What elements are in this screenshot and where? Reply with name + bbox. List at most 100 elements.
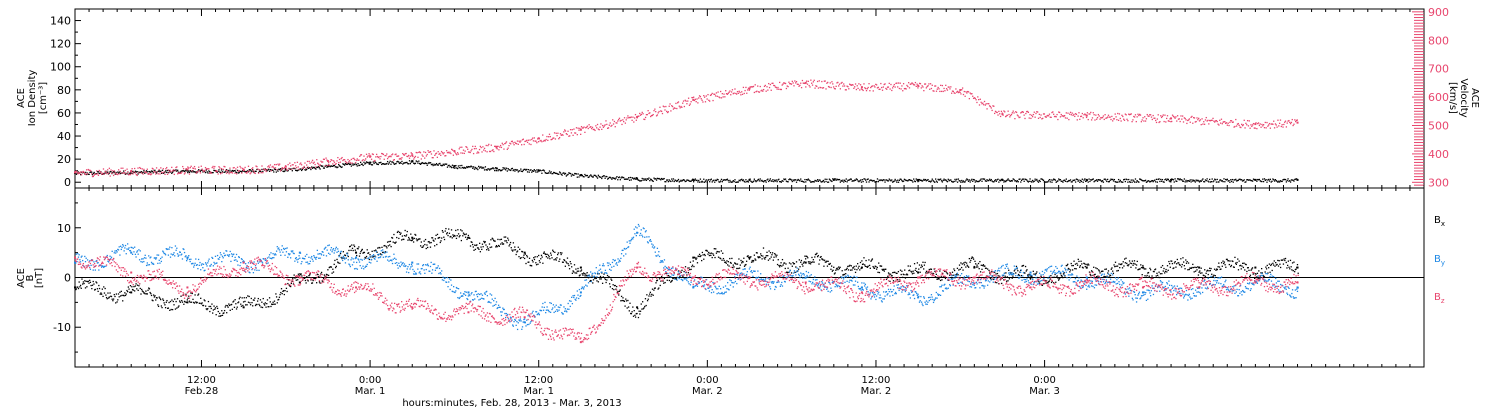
top-data-dot [729, 90, 731, 92]
bottom-data-dot [542, 262, 544, 264]
top-data-dot [1206, 178, 1208, 180]
top-data-dot [140, 171, 143, 173]
top-data-dot [113, 171, 116, 173]
bottom-data-dot [1142, 267, 1145, 269]
top-data-dot [485, 144, 487, 147]
top-data-dot [1168, 120, 1170, 122]
bottom-data-dot [1017, 270, 1019, 272]
top-data-dot [470, 165, 472, 167]
bottom-data-dot [984, 265, 986, 267]
bottom-data-dot [995, 273, 997, 275]
bottom-data-dot [656, 279, 659, 281]
bottom-data-dot [209, 310, 211, 313]
top-data-dot [428, 161, 430, 164]
top-data-dot [646, 113, 648, 116]
top-data-dot [1058, 111, 1061, 114]
top-data-dot [412, 160, 414, 162]
bottom-data-dot [614, 284, 616, 287]
top-data-point [804, 81, 807, 84]
bottom-data-dot [1164, 270, 1167, 273]
bottom-data-dot [444, 230, 446, 232]
top-data-dot [976, 101, 978, 104]
top-data-dot [1292, 124, 1294, 127]
top-data-dot [1090, 179, 1093, 181]
bottom-data-dot [598, 273, 600, 275]
bottom-data-dot [117, 248, 119, 251]
bottom-data-dot [969, 261, 971, 263]
bottom-data-dot [557, 252, 559, 254]
bottom-data-dot [968, 266, 970, 268]
bottom-data-dot [136, 284, 139, 286]
top-data-dot [477, 168, 479, 171]
top-data-dot [136, 174, 138, 177]
top-data-dot [166, 166, 168, 169]
top-data-dot [848, 83, 851, 85]
top-data-dot [268, 168, 270, 170]
top-data-dot [374, 161, 376, 163]
bottom-data-dot [538, 254, 540, 257]
bottom-data-dot [897, 278, 899, 281]
top-data-dot [598, 175, 600, 178]
top-data-dot [631, 119, 633, 121]
top-data-dot [1060, 113, 1062, 116]
top-data-dot [1234, 179, 1236, 181]
top-data-dot [1090, 111, 1092, 114]
top-data-dot [783, 178, 785, 180]
bottom-data-dot [549, 258, 551, 260]
bottom-data-dot [82, 265, 85, 267]
top-data-dot [1013, 178, 1015, 181]
bottom-data-dot [118, 296, 120, 298]
bottom-data-dot [86, 286, 88, 288]
top-data-dot [445, 163, 448, 165]
top-data-dot [531, 138, 533, 141]
top-data-dot [313, 161, 315, 163]
top-data-dot [1219, 179, 1221, 181]
bottom-data-dot [838, 267, 841, 270]
top-data-dot [1073, 179, 1075, 182]
top-data-dot [1133, 116, 1136, 118]
top-data-dot [1246, 179, 1249, 181]
bottom-data-dot [506, 241, 508, 244]
top-data-point [74, 171, 76, 174]
bottom-data-dot [667, 275, 669, 277]
bottom-data-dot [589, 280, 591, 282]
bottom-data-dot [97, 290, 99, 293]
top-data-dot [951, 181, 954, 183]
bottom-data-dot [398, 237, 400, 240]
bottom-data-dot [1090, 270, 1093, 272]
top-data-dot [1175, 116, 1177, 118]
top-data-dot [1239, 126, 1241, 128]
bottom-data-dot [1293, 261, 1295, 263]
bottom-data-dot [404, 229, 406, 232]
bottom-data-dot [597, 273, 599, 275]
top-data-dot [1114, 181, 1116, 183]
top-data-dot [605, 175, 607, 178]
top-data-dot [344, 163, 347, 165]
bottom-data-dot [246, 304, 248, 306]
top-data-dot [229, 167, 231, 169]
top-data-dot [179, 171, 181, 173]
top-left-ylabel-3: [cm⁻³] [38, 82, 49, 114]
top-data-dot [865, 89, 868, 92]
top-data-dot [644, 118, 646, 121]
bottom-data-dot [481, 248, 483, 251]
top-data-dot [881, 86, 883, 89]
bottom-data-dot [1092, 274, 1094, 277]
top-data-dot [922, 179, 924, 182]
top-data-dot [614, 178, 616, 180]
top-data-dot [549, 172, 551, 174]
bottom-data-dot [709, 252, 711, 255]
top-data-dot [888, 82, 890, 85]
bottom-data-dot [695, 258, 697, 261]
bottom-data-dot [1267, 272, 1269, 274]
top-data-dot [453, 150, 455, 152]
bottom-data-dot [611, 279, 613, 281]
bottom-data-dot [990, 278, 992, 280]
top-data-dot [151, 170, 154, 173]
bottom-data-dot [717, 251, 719, 253]
top-data-dot [435, 152, 438, 154]
top-data-dot [601, 175, 604, 178]
bottom-data-dot [1034, 273, 1037, 275]
top-data-dot [796, 179, 799, 181]
bottom-data-dot [861, 260, 863, 262]
